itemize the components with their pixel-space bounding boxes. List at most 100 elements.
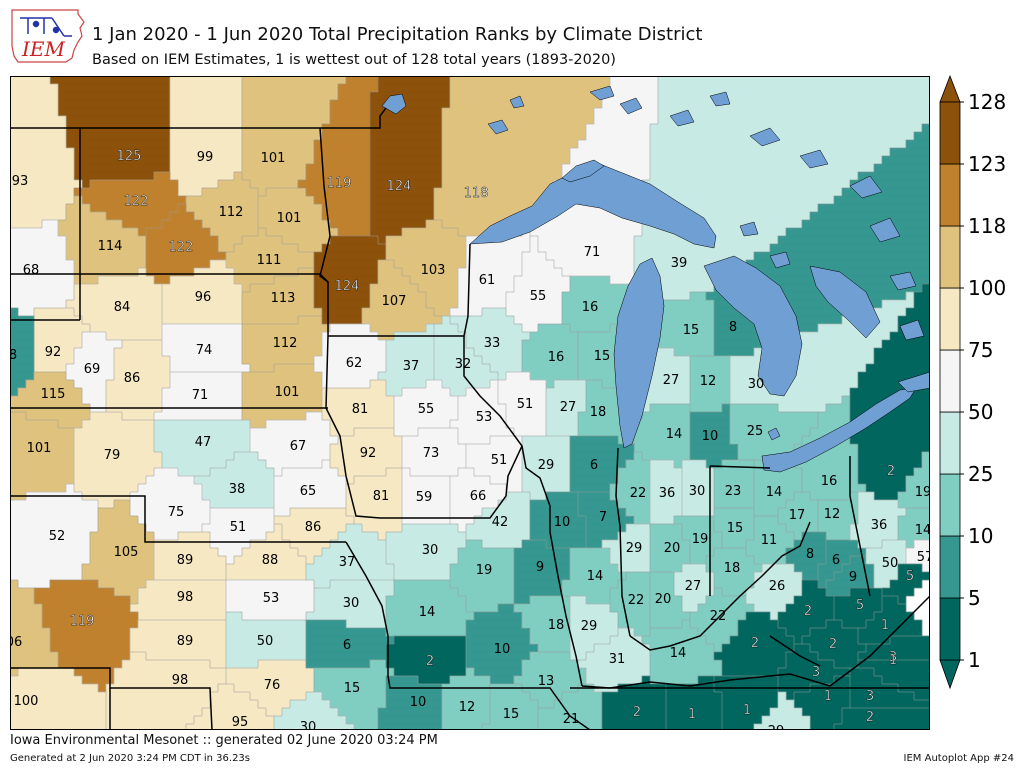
footer-source: Iowa Environmental Mesonet :: generated … (10, 733, 438, 748)
district-rank-label: 19 (692, 532, 709, 547)
district-rank-label: 96 (195, 290, 212, 305)
lake-shape (897, 371, 930, 393)
colorbar-block (939, 101, 961, 165)
district-region (833, 707, 930, 730)
district-rank-label: 8 (10, 348, 17, 363)
district-rank-label: 93 (12, 174, 29, 189)
district-rank-label: 30 (300, 720, 317, 730)
district-rank-label: 22 (710, 609, 727, 624)
district-rank-label: 66 (470, 489, 487, 504)
district-rank-label: 2 (751, 636, 759, 651)
district-rank-label: 2 (633, 705, 641, 720)
district-rank-label: 101 (27, 441, 52, 456)
lake-shape (899, 319, 925, 341)
district-rank-label: 29 (626, 541, 643, 556)
district-rank-label: 103 (421, 263, 446, 278)
colorbar-block (939, 349, 961, 413)
district-rank-label: 112 (219, 205, 244, 220)
district-rank-label: 42 (492, 515, 509, 530)
lake-shape (761, 387, 917, 473)
district-rank-label: 61 (479, 273, 496, 288)
district-rank-label: 32 (455, 357, 472, 372)
footer-generated: Generated at 2 Jun 2020 3:24 PM CDT in 3… (10, 753, 251, 764)
lake-shape (561, 159, 605, 183)
iem-logo: IEM (11, 9, 85, 63)
district-rank-label: 15 (594, 349, 611, 364)
district-rank-label: 19 (476, 563, 493, 578)
district-borders (10, 76, 930, 730)
colorbar-tick-label: 118 (968, 214, 1006, 238)
district-rank-label: 76 (264, 678, 281, 693)
district-rank-label: 65 (300, 484, 317, 499)
district-rank-label: 50 (882, 556, 899, 571)
district-rank-label: 6 (343, 638, 351, 653)
colorbar-tick-label: 123 (968, 152, 1006, 176)
lake-shape (869, 217, 901, 243)
state-border-line (328, 243, 471, 337)
district-rank-label: 124 (387, 179, 412, 194)
lake-shape (889, 271, 917, 291)
map-title: 1 Jan 2020 - 1 Jun 2020 Total Precipitat… (92, 24, 703, 45)
colorbar-tick-label: 5 (968, 586, 981, 610)
district-rank-label: 2 (804, 604, 812, 619)
lake-shape (589, 85, 615, 101)
state-border-line (849, 456, 871, 597)
district-rank-label: 22 (630, 486, 647, 501)
colorbar: 1 5 10 25 50 75 100 118 123 128 (939, 74, 1006, 690)
district-rank-label: 86 (305, 520, 322, 535)
district-rank-label: 74 (196, 343, 213, 358)
district-rank-label: 39 (671, 256, 688, 271)
district-rank-label: 53 (476, 410, 493, 425)
district-rank-label: 119 (327, 176, 352, 191)
district-rank-label: 122 (169, 240, 194, 255)
colorbar-block (939, 597, 961, 661)
district-rank-label: 17 (789, 508, 806, 523)
district-rank-label: 101 (277, 211, 302, 226)
district-rank-label: 33 (484, 336, 501, 351)
state-border-line (10, 107, 387, 129)
colorbar-blocks (939, 74, 961, 690)
district-rank-label: 81 (352, 402, 369, 417)
district-rank-label: 95 (232, 715, 249, 730)
district-rank-label: 98 (177, 590, 194, 605)
colorbar-block (939, 163, 961, 227)
state-border-line (769, 635, 821, 667)
logo-text: IEM (21, 37, 66, 61)
district-rank-label: 51 (517, 397, 534, 412)
district-rank-label: 107 (382, 294, 407, 309)
district-rank-label: 92 (45, 345, 62, 360)
district-rank-label: 98 (172, 673, 189, 688)
district-rank-label: 20 (664, 541, 681, 556)
colorbar-tick-label: 128 (968, 90, 1006, 114)
colorbar-block (939, 287, 961, 351)
state-border-line (345, 541, 591, 730)
district-rank-label: 47 (195, 435, 212, 450)
district-rank-label: 3 (866, 689, 874, 704)
district-rank-label: 1 (743, 703, 751, 718)
district-rank-label: 20 (655, 592, 672, 607)
state-border-line (829, 595, 930, 687)
district-rank-label: 2 (866, 710, 874, 725)
lake-shape (769, 251, 791, 269)
district-rank-label: 11 (761, 533, 778, 548)
colorbar-extend-min (939, 659, 961, 690)
district-rank-label: 12 (459, 700, 476, 715)
state-border-line (615, 447, 631, 637)
district-rank-label: 50 (257, 634, 274, 649)
colorbar-tick-label: 100 (968, 276, 1006, 300)
colorbar-tick-label: 75 (968, 338, 993, 362)
district-rank-label: 36 (659, 486, 676, 501)
lake-shape (799, 149, 829, 169)
district-rank-label: 99 (197, 150, 214, 165)
lake-shape (703, 255, 803, 397)
district-rank-label: 30 (689, 484, 706, 499)
district-rank-label: 10 (702, 429, 719, 444)
district-rank-label: 9 (849, 570, 857, 585)
district-rank-label: 122 (124, 194, 149, 209)
district-rank-label: 57 (917, 550, 930, 565)
district-rank-label: 119 (70, 614, 95, 629)
district-rank-label: 125 (117, 149, 142, 164)
district-region (857, 659, 930, 701)
map-frame (10, 76, 930, 730)
